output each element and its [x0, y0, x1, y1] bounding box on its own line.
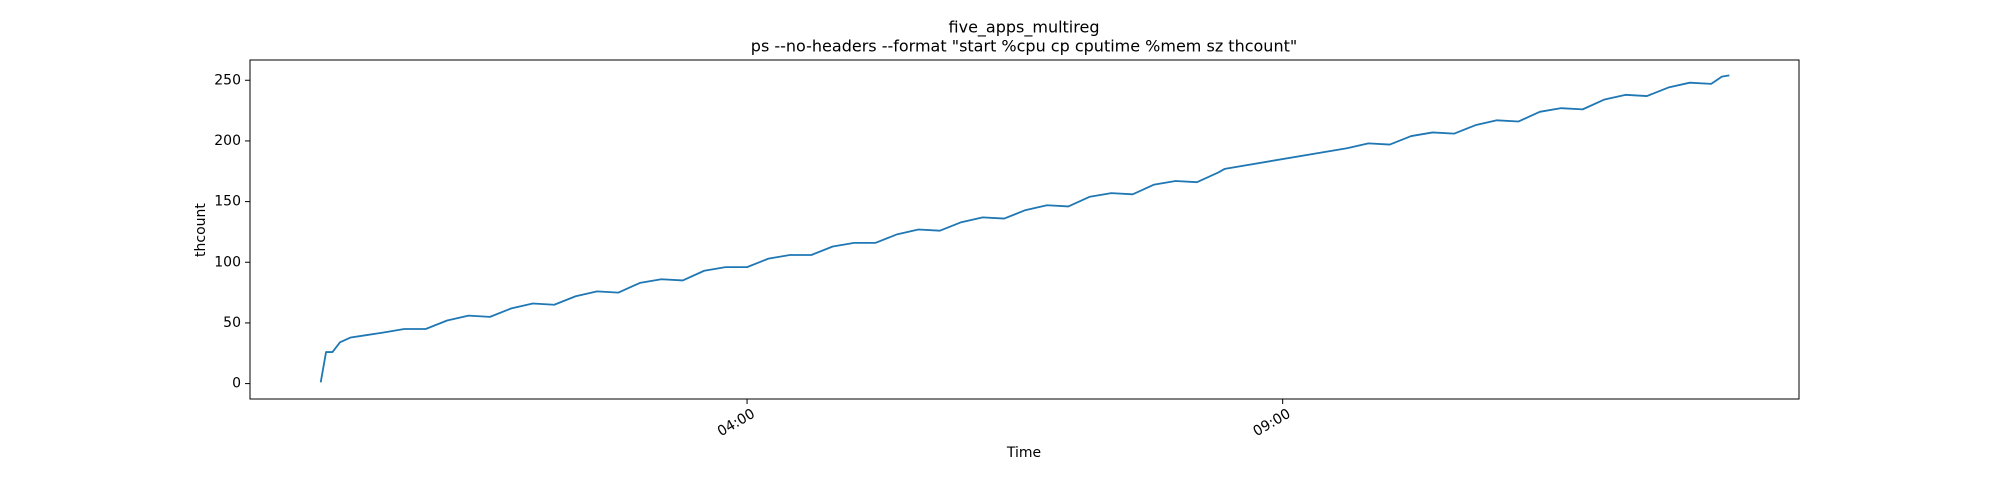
plot-frame	[249, 59, 1800, 400]
data-line	[319, 74, 1730, 383]
x-tick-label: 09:00	[1251, 406, 1294, 440]
y-tick-label: 50	[223, 315, 241, 331]
y-tick-label: 150	[214, 194, 241, 210]
chart-subtitle: ps --no-headers --format "start %cpu cp …	[751, 37, 1297, 56]
y-tick-label: 0	[232, 376, 241, 392]
x-axis-label: Time	[1006, 445, 1041, 461]
y-tick-label: 250	[214, 72, 241, 88]
x-tick-label: 04:00	[715, 406, 758, 440]
y-tick-label: 200	[214, 133, 241, 149]
y-axis-label: thcount	[193, 203, 209, 257]
y-tick-label: 100	[214, 254, 241, 270]
chart-title: five_apps_multireg	[949, 18, 1100, 38]
